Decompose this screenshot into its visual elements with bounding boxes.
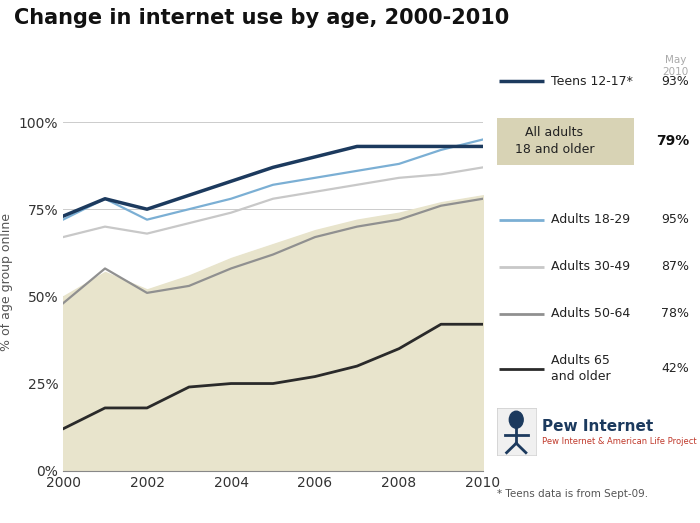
Text: 42%: 42% xyxy=(662,362,690,375)
Text: Pew Internet & American Life Project: Pew Internet & American Life Project xyxy=(542,437,697,447)
Text: Adults 50-64: Adults 50-64 xyxy=(551,308,630,320)
Text: 95%: 95% xyxy=(662,213,690,226)
Text: May
2010: May 2010 xyxy=(662,55,689,76)
Text: 87%: 87% xyxy=(662,260,690,273)
Text: All adults
18 and older: All adults 18 and older xyxy=(514,127,594,156)
Text: 93%: 93% xyxy=(662,75,690,87)
Text: Pew Internet: Pew Internet xyxy=(542,419,654,434)
Circle shape xyxy=(510,411,523,428)
FancyBboxPatch shape xyxy=(497,118,634,165)
Text: Adults 65
and older: Adults 65 and older xyxy=(551,354,610,383)
Text: Change in internet use by age, 2000-2010: Change in internet use by age, 2000-2010 xyxy=(14,8,510,28)
Text: 79%: 79% xyxy=(657,134,689,148)
Text: * Teens data is from Sept-09.: * Teens data is from Sept-09. xyxy=(497,490,648,499)
Text: Adults 18-29: Adults 18-29 xyxy=(551,213,630,226)
Text: Adults 30-49: Adults 30-49 xyxy=(551,260,630,273)
Text: 78%: 78% xyxy=(662,308,690,320)
Y-axis label: % of age group online: % of age group online xyxy=(0,213,13,351)
Text: Teens 12-17*: Teens 12-17* xyxy=(551,75,633,87)
